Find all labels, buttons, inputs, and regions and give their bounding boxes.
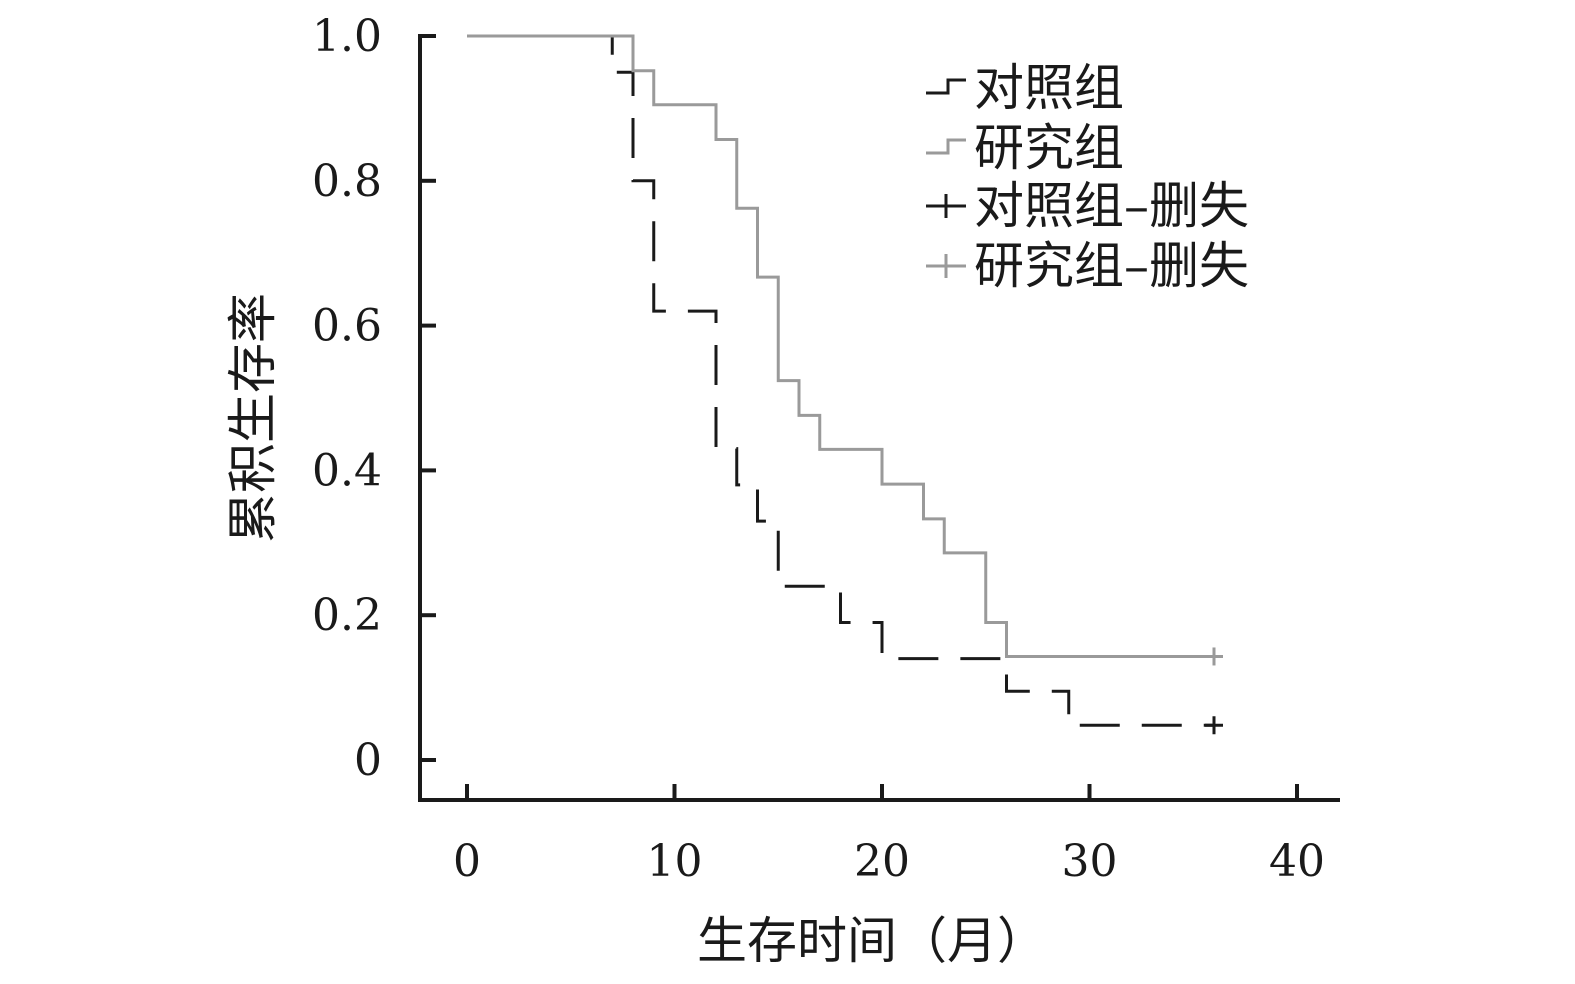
legend-label: 对照组–删失 [974, 177, 1249, 235]
y-axis-title: 累积生存率 [224, 293, 282, 543]
y-tick-label: 1.0 [312, 11, 382, 62]
x-tick-label: 10 [647, 836, 703, 887]
y-tick-label: 0.8 [312, 156, 382, 207]
label-layer: 0 0.2 0.4 0.6 0.8 1.0 0 10 20 30 40 生存时间（月） 累积生存率 [224, 11, 1325, 970]
legend-entry: 对照组–删失 [926, 177, 1249, 235]
legend-label: 对照组 [974, 59, 1124, 117]
x-tick-label: 20 [854, 836, 910, 887]
series-line-study [467, 34, 1214, 658]
y-tick-label: 0.2 [312, 590, 382, 641]
legend-entry: 研究组–删失 [926, 237, 1249, 295]
series-layer [467, 34, 1223, 735]
axes-layer [418, 34, 1340, 802]
y-tick-label: 0 [354, 735, 382, 786]
x-tick-label: 0 [453, 836, 481, 887]
y-tick-label: 0.4 [312, 445, 382, 496]
x-tick-label: 40 [1269, 836, 1325, 887]
legend-label: 研究组–删失 [974, 237, 1249, 295]
legend-step-swatch [926, 138, 966, 155]
series-line-control [467, 34, 1214, 727]
x-axis-title: 生存时间（月） [697, 912, 1047, 970]
legend-step-swatch [926, 78, 966, 95]
legend-label: 研究组 [974, 119, 1124, 177]
y-tick-label: 0.6 [312, 301, 382, 352]
legend-entry: 研究组 [926, 119, 1124, 177]
x-tick-label: 30 [1062, 836, 1118, 887]
legend-entry: 对照组 [926, 59, 1124, 117]
